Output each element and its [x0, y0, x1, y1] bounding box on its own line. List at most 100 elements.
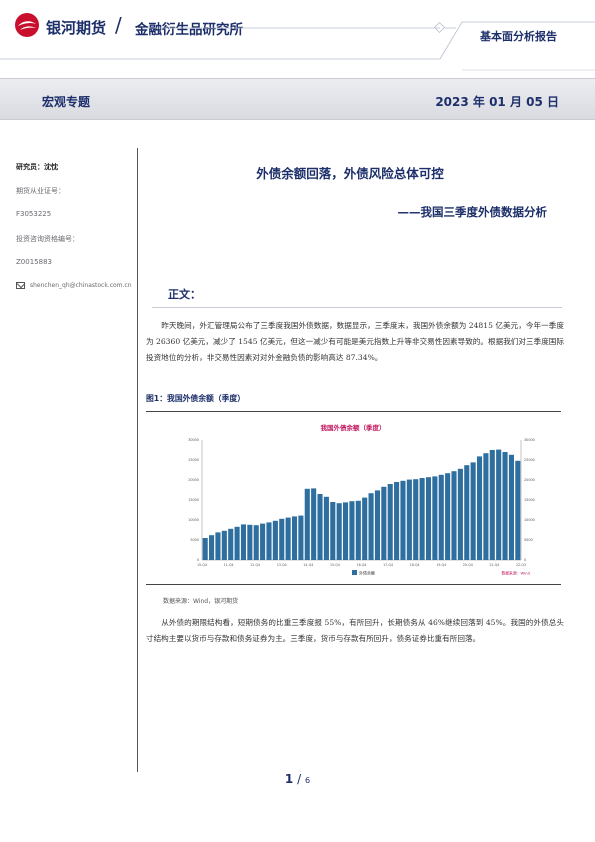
y-tick-label-left: 10000: [188, 518, 199, 522]
legend-label: 外债余额: [359, 570, 375, 576]
page-number: 1 / 6: [0, 772, 595, 786]
bar: [489, 450, 495, 560]
bar: [317, 494, 323, 560]
bar: [209, 535, 215, 560]
bar: [381, 486, 387, 560]
title-band: [0, 78, 595, 120]
header-logo: 银河期货 / 金融衍生品研究所: [14, 10, 374, 44]
bar: [349, 501, 355, 560]
paragraph-2: 从外债的期限结构看，短期债务的比重三季度报 55%，有所回升，长期债务从 46%…: [146, 618, 564, 643]
bar: [425, 477, 432, 560]
bar: [394, 482, 400, 560]
bar: [253, 525, 259, 560]
external-debt-chart: 我国外债余额（季度） 0 5000 10000 15000 20000 25000 3000…: [188, 423, 535, 576]
x-tick-label: 18-Q4: [410, 563, 420, 567]
figure-title: 图1：我国外债余额（季度）: [146, 394, 245, 403]
article-subtitle: ——我国三季度外债数据分析: [397, 205, 548, 219]
x-tick-label: 16-Q4: [357, 563, 367, 567]
bar: [445, 473, 451, 560]
bar: [496, 449, 502, 560]
bar-series: [202, 449, 521, 560]
bar: [457, 468, 463, 560]
x-tick-label: 19-Q4: [436, 563, 446, 567]
bar: [374, 490, 381, 560]
bar: [291, 516, 298, 560]
y-tick-label-right: 30000: [524, 438, 535, 442]
bar: [464, 465, 470, 560]
y-tick-label-left: 25000: [188, 458, 199, 462]
x-tick-label: 22-Q3: [516, 563, 526, 567]
column-divider: [137, 148, 138, 772]
bar: [221, 530, 227, 560]
bar: [476, 456, 483, 560]
x-tick-label: 15-Q4: [197, 563, 207, 567]
bar: [406, 479, 412, 560]
bar: [240, 524, 247, 560]
y-tick-label-right: 15000: [524, 498, 535, 502]
bar: [413, 479, 419, 560]
figure-rule-bottom: [146, 584, 561, 585]
x-tick-label: 21-Q4: [489, 563, 499, 567]
bar: [470, 462, 476, 560]
bar: [260, 523, 266, 560]
bar: [515, 460, 521, 560]
page-separator: /: [297, 772, 302, 786]
bar: [362, 497, 368, 560]
article-title: 外债余额回落，外债风险总体可控: [256, 166, 444, 181]
chart-watermark: 数据来源：Wind: [501, 571, 530, 576]
bar: [438, 474, 444, 560]
current-page: 1: [284, 772, 294, 786]
section-heading: 正文：: [168, 288, 201, 301]
bar: [228, 528, 234, 560]
y-tick-label-right: 0: [524, 558, 526, 562]
x-tick-label: 14-Q4: [303, 563, 313, 567]
researcher-email[interactable]: shenchen_qh@chinastock.com.cn: [30, 282, 132, 289]
report-date: 2023 年 01 月 05 日: [435, 95, 559, 109]
header-decoration: [0, 21, 595, 71]
y-tick-label-right: 5000: [524, 538, 533, 542]
bar: [355, 500, 361, 560]
invest-label: 投资咨询资格编号：: [16, 235, 79, 243]
x-tick-label: 17-Q4: [383, 563, 393, 567]
bar: [215, 532, 221, 560]
researcher-name: 研究员：沈忱: [16, 163, 58, 171]
total-pages: 6: [304, 776, 311, 785]
report-category: 宏观专题: [42, 95, 91, 109]
bar: [432, 476, 438, 560]
brand-name: 银河期货: [46, 19, 107, 37]
bar: [298, 515, 304, 560]
y-tick-label-right: 10000: [524, 518, 535, 522]
y-axis-right: 0 5000 10000 15000 20000 25000 30000: [520, 438, 535, 562]
y-tick-label-right: 25000: [524, 458, 535, 462]
x-tick-label: 20-Q4: [463, 563, 473, 567]
bar: [419, 478, 425, 560]
bar: [330, 502, 336, 560]
y-tick-label-left: 0: [197, 558, 199, 562]
bar: [502, 452, 508, 560]
bar: [234, 526, 240, 560]
section-rule: [152, 307, 562, 308]
figure-source: 数据来源：Wind，银河期货: [163, 598, 239, 605]
bar: [279, 518, 285, 560]
x-axis: 15-Q4 11-Q4 12-Q4 13-Q4 14-Q4 15-Q4 16-Q4 17-Q4…: [197, 563, 526, 567]
bar: [304, 488, 310, 560]
bar: [272, 520, 278, 560]
invest-number: Z0015883: [16, 258, 52, 266]
y-tick-label-left: 15000: [188, 498, 199, 502]
brand-divider: /: [115, 13, 122, 37]
bar: [387, 484, 393, 560]
x-tick-label: 12-Q4: [250, 563, 260, 567]
chart-title: 我国外债余额（季度）: [321, 423, 386, 432]
bar: [285, 517, 291, 560]
bar: [400, 480, 406, 560]
email-icon: [16, 282, 25, 289]
bar: [342, 502, 349, 560]
y-tick-label-right: 20000: [524, 478, 535, 482]
bar: [336, 503, 342, 560]
paragraph-1: 昨天晚间，外汇管理局公布了三季度我国外债数据，数据显示，三季度末，我国外债余额为…: [146, 321, 564, 362]
galaxy-logo-icon: [15, 13, 39, 37]
bar: [368, 493, 374, 560]
report-type: 基本面分析报告: [480, 30, 557, 43]
y-tick-label-left: 30000: [188, 438, 199, 442]
bar: [311, 488, 317, 560]
